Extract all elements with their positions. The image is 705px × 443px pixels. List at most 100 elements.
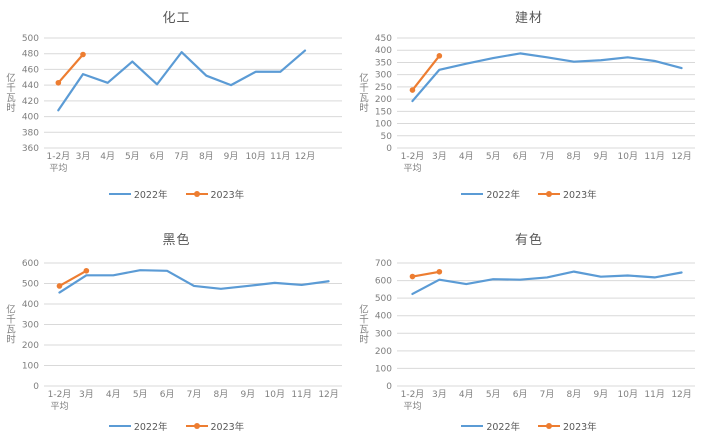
y-tick-label: 0 [386, 382, 392, 392]
legend-line-sample-2022 [108, 193, 131, 195]
y-tick-label: 600 [375, 277, 392, 287]
x-tick-label: 9月 [224, 151, 239, 162]
x-tick-label: 6月 [150, 151, 165, 162]
legend-line-sample-2023 [538, 423, 560, 429]
y-tick-label: 350 [375, 58, 392, 68]
x-tick-label: 11月 [644, 151, 664, 162]
x-tick-label: 12月 [671, 389, 691, 400]
x-tick-label: 1-2月平均 [48, 389, 72, 412]
x-tick-label: 5月 [133, 389, 148, 400]
x-tick-label: 9月 [593, 389, 608, 400]
y-tick-label: 480 [22, 50, 39, 60]
y-tick-label: 300 [375, 71, 392, 81]
legend-line-sample-2023 [185, 191, 208, 197]
chart-plot-ferrous: 0 100 200 300 400 500 600 亿千瓦时 1-2月平均 3月 4月 5月 6月 7月 8… [6, 259, 342, 412]
x-tick-label: 1-2月平均 [401, 389, 425, 412]
legend-item-2022: 2022年 [461, 187, 520, 201]
legend-line-sample-2022 [461, 193, 484, 195]
data-point-marker [80, 51, 86, 58]
x-tick-label: 12月 [295, 151, 315, 162]
chart-cell-building-materials: 建材 0 50 100 150 200 250 300 350 400 450 亿千瓦时 1-2月平均… [353, 0, 705, 222]
legend-marker-dot [193, 191, 200, 197]
y-tick-label: 420 [22, 97, 39, 107]
series-line-2022 [411, 270, 683, 296]
y-tick-label: 300 [22, 321, 39, 331]
legend-item-2023: 2023年 [185, 187, 245, 201]
legend-label-2023: 2023年 [210, 422, 245, 433]
x-tick-label: 5月 [486, 151, 501, 162]
data-point-marker [436, 268, 443, 275]
x-tick-label: 6月 [513, 151, 528, 162]
y-tick-label: 300 [375, 329, 392, 339]
x-tick-label: 9月 [240, 389, 255, 400]
x-tick-label: 8月 [567, 389, 582, 400]
series-line-2023 [411, 270, 441, 278]
y-tick-label: 100 [375, 120, 392, 130]
chart-cell-nonferrous: 有色 0 100 200 300 400 500 600 700 亿千瓦时 1-2月平均 3月 4月 5… [353, 222, 705, 443]
chart-legend: 2022年 2023年 [0, 419, 353, 433]
chart-plot-nonferrous: 0 100 200 300 400 500 600 700 亿千瓦时 1-2月平均 3月 4月 5月 6月… [359, 259, 695, 412]
x-tick-label: 8月 [199, 151, 214, 162]
y-tick-label: 100 [22, 362, 39, 372]
y-tick-label: 0 [33, 382, 39, 392]
x-tick-label: 1-2月平均 [46, 151, 70, 174]
data-point-marker [409, 273, 416, 280]
chart-title-building-materials: 建材 [514, 11, 543, 26]
y-tick-label: 150 [375, 107, 392, 117]
x-tick-label: 6月 [513, 389, 528, 400]
legend-label-2022: 2022年 [133, 190, 168, 201]
legend-label-2023: 2023年 [563, 190, 597, 201]
x-tick-label: 11月 [270, 151, 290, 162]
chart-title-ferrous: 黑色 [162, 233, 191, 248]
legend-label-2023: 2023年 [563, 422, 597, 433]
chart-legend: 2022年 2023年 [0, 187, 353, 201]
y-tick-label: 400 [22, 300, 39, 310]
y-tick-label: 0 [386, 144, 392, 154]
x-tick-label: 11月 [291, 389, 311, 400]
y-axis-title: 亿千瓦时 [6, 72, 16, 114]
y-tick-label: 500 [22, 280, 39, 290]
x-tick-label: 4月 [106, 389, 121, 400]
data-point-marker [55, 79, 62, 86]
data-point-marker [436, 53, 443, 59]
x-tick-label: 10月 [245, 151, 265, 162]
data-point-marker [83, 267, 90, 274]
legend-line-sample-2023 [185, 423, 208, 429]
x-tick-label: 4月 [100, 151, 115, 162]
y-axis-title: 亿千瓦时 [359, 304, 369, 346]
x-tick-label: 7月 [540, 151, 555, 162]
data-point-marker [56, 283, 63, 289]
x-tick-label: 5月 [125, 151, 140, 162]
x-tick-label: 1-2月平均 [401, 151, 425, 174]
x-tick-label: 4月 [459, 151, 474, 162]
series-line-2022 [57, 49, 307, 112]
legend-label-2023: 2023年 [210, 190, 245, 201]
x-tick-label: 6月 [160, 389, 175, 400]
legend-label-2022: 2022年 [486, 422, 520, 433]
legend-label-2022: 2022年 [486, 190, 520, 201]
x-tick-label: 9月 [593, 151, 608, 162]
y-axis-title: 亿千瓦时 [6, 304, 16, 346]
chart-cell-ferrous: 黑色 0 100 200 300 400 500 600 亿千瓦时 1-2月平均 3月 4月 5月 6月… [0, 222, 353, 443]
legend-item-2022: 2022年 [461, 419, 520, 433]
y-axis-title: 亿千瓦时 [359, 72, 369, 114]
y-tick-label: 100 [375, 364, 392, 374]
x-tick-label: 10月 [265, 389, 285, 400]
chart-cell-chemical: 化工 360 380 400 420 440 460 480 500 亿千瓦时 1-2月平均 3月 4… [0, 0, 353, 222]
x-tick-label: 10月 [618, 389, 638, 400]
series-line-2023 [411, 54, 441, 92]
y-tick-label: 500 [22, 34, 39, 44]
series-line-2022 [411, 52, 683, 103]
y-tick-label: 600 [22, 259, 39, 269]
y-tick-label: 440 [22, 81, 39, 91]
series-line-2023 [58, 269, 88, 288]
legend-marker-dot [546, 191, 552, 197]
x-tick-label: 4月 [459, 389, 474, 400]
y-tick-label: 200 [22, 341, 39, 351]
x-tick-label: 3月 [432, 151, 447, 162]
y-tick-label: 250 [375, 83, 392, 93]
legend-line-sample-2022 [108, 425, 131, 427]
chart-title-nonferrous: 有色 [514, 233, 543, 248]
chart-title-chemical: 化工 [162, 11, 191, 26]
